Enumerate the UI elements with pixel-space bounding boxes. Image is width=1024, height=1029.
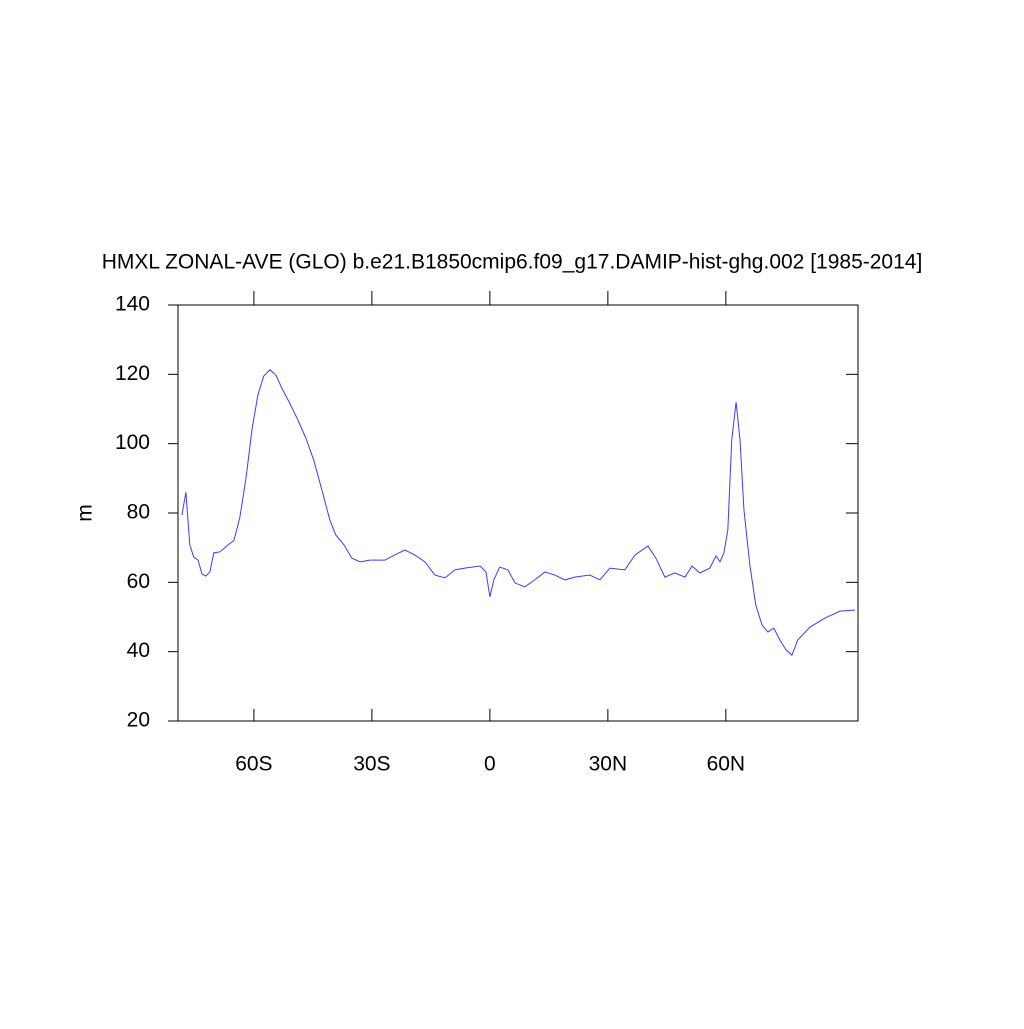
y-tick-label: 140 <box>115 293 150 316</box>
y-tick-label: 60 <box>127 570 150 593</box>
x-tick-label: 30S <box>353 753 390 776</box>
plot-frame <box>177 304 859 722</box>
x-tick-label: 0 <box>484 753 496 776</box>
y-tick-label: 120 <box>115 362 150 385</box>
data-line <box>181 369 855 656</box>
y-tick-label: 80 <box>127 501 150 524</box>
x-tick-label: 30N <box>589 753 628 776</box>
chart-title: HMXL ZONAL-AVE (GLO) b.e21.B1850cmip6.f0… <box>102 251 923 274</box>
y-tick-label: 100 <box>115 431 150 454</box>
y-tick-label: 40 <box>127 639 150 662</box>
x-tick-label: 60N <box>707 753 746 776</box>
y-tick-label: 20 <box>127 709 150 732</box>
x-tick-label: 60S <box>235 753 272 776</box>
y-axis-label: m <box>74 504 97 522</box>
